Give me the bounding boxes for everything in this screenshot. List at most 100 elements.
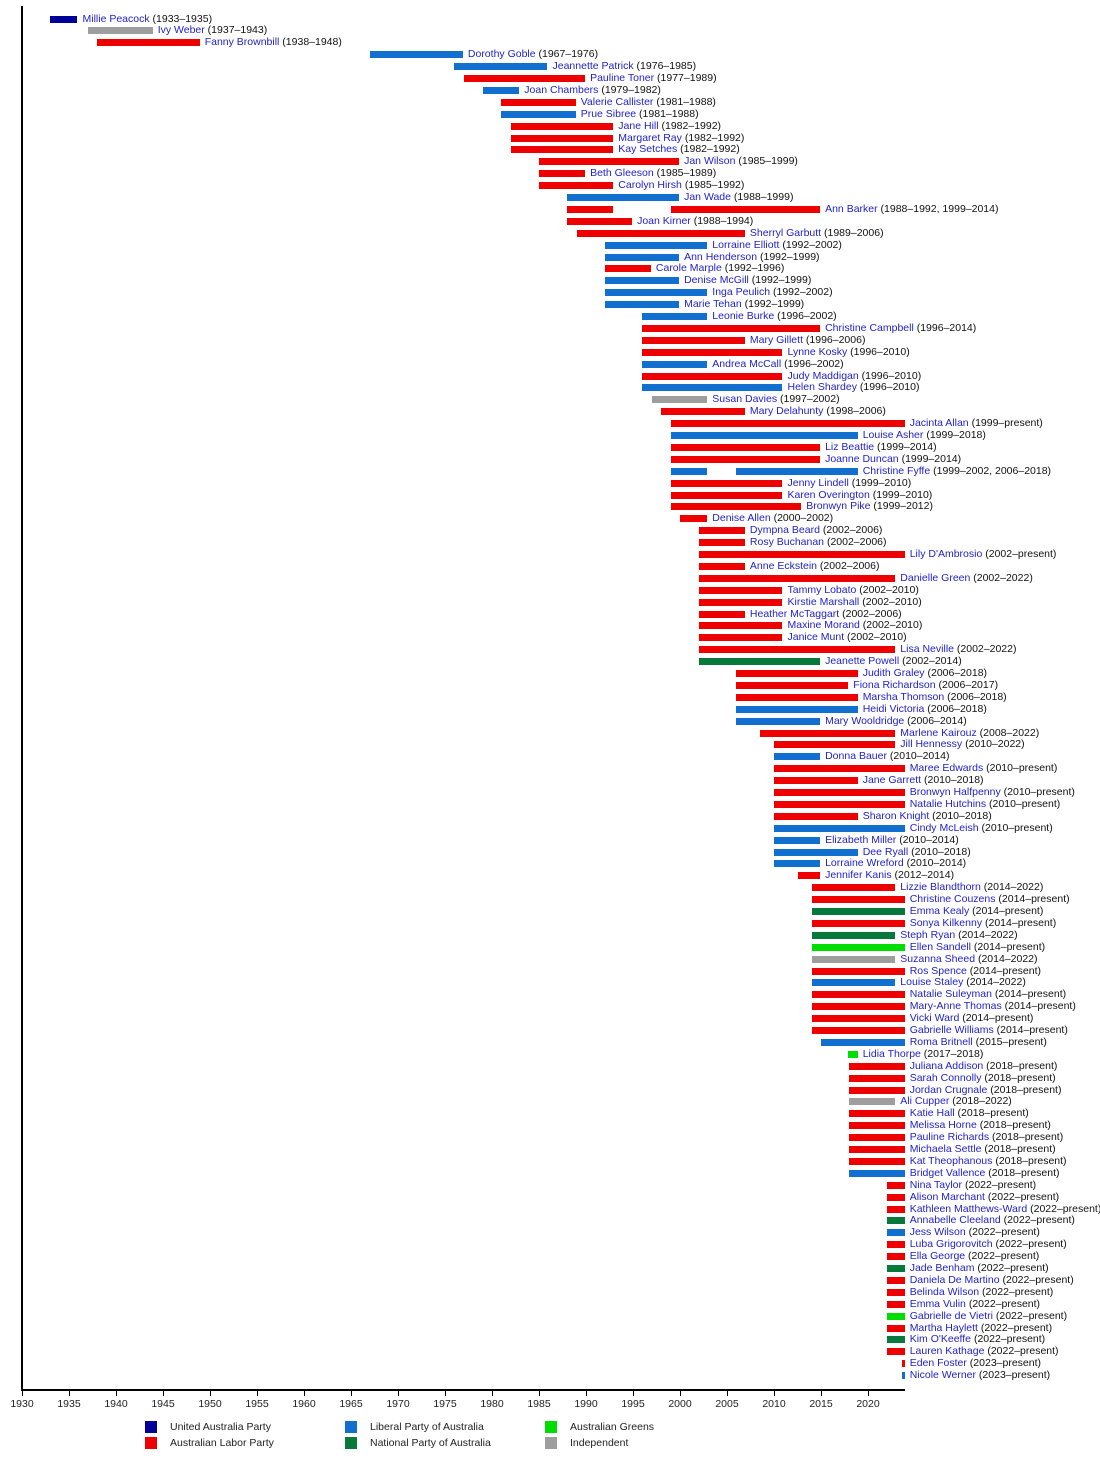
member-link[interactable]: Tammy Lobato — [787, 583, 857, 596]
member-link[interactable]: Jenny Lindell — [787, 476, 849, 489]
member-link[interactable]: Valerie Callister — [580, 95, 654, 108]
member-link[interactable]: Jeanette Powell — [825, 655, 900, 668]
member-link[interactable]: Sharon Knight — [862, 809, 930, 822]
member-link[interactable]: Michaela Settle — [909, 1143, 982, 1155]
member-link[interactable]: Kay Setches — [618, 143, 678, 156]
member-link[interactable]: Lorraine Wreford — [825, 857, 904, 870]
member-link[interactable]: Marlene Kairouz — [900, 726, 977, 739]
member-link[interactable]: Katie Hall — [909, 1107, 955, 1120]
member-link[interactable]: Jade Benham — [909, 1262, 975, 1274]
member-link[interactable]: Ros Spence — [909, 964, 967, 977]
member-link[interactable]: Jennifer Kanis — [825, 869, 892, 882]
member-link[interactable]: Jane Hill — [618, 119, 659, 132]
member-link[interactable]: Heather McTaggart — [749, 607, 840, 620]
member-link[interactable]: Belinda Wilson — [909, 1285, 980, 1298]
member-link[interactable]: Joan Chambers — [524, 83, 599, 96]
member-link[interactable]: Bridget Vallence — [909, 1166, 986, 1179]
member-link[interactable]: Mary Delahunty — [749, 405, 824, 418]
member-link[interactable]: Beth Gleeson — [590, 167, 654, 180]
member-link[interactable]: Lily D'Ambrosio — [909, 548, 983, 560]
member-link[interactable]: Kirstie Marshall — [787, 595, 860, 608]
member-link[interactable]: Anne Eckstein — [749, 559, 818, 572]
member-link[interactable]: Helen Shardey — [787, 381, 857, 394]
member-link[interactable]: Emma Vulin — [909, 1297, 966, 1310]
member-link[interactable]: Maxine Morand — [787, 619, 860, 632]
member-link[interactable]: Sarah Connolly — [909, 1071, 982, 1084]
member-link[interactable]: Bronwyn Halfpenny — [909, 786, 1001, 798]
member-link[interactable]: Maree Edwards — [909, 762, 984, 775]
member-link[interactable]: Lynne Kosky — [787, 345, 848, 358]
member-link[interactable]: Judith Graley — [862, 667, 925, 679]
member-link[interactable]: Carolyn Hirsh — [618, 179, 682, 192]
member-link[interactable]: Fiona Richardson — [853, 678, 936, 691]
member-link[interactable]: Christine Campbell — [825, 321, 914, 334]
member-link[interactable]: Annabelle Cleeland — [909, 1214, 1001, 1227]
member-link[interactable]: Kat Theophanous — [909, 1154, 993, 1167]
member-link[interactable]: Dorothy Goble — [467, 48, 536, 61]
member-link[interactable]: Melissa Horne — [909, 1119, 977, 1132]
member-link[interactable]: Ali Cupper — [900, 1095, 950, 1108]
member-link[interactable]: Carole Marple — [655, 262, 722, 275]
member-link[interactable]: Gabrielle de Vietri — [909, 1309, 993, 1322]
member-link[interactable]: Louise Asher — [862, 429, 924, 441]
member-link[interactable]: Janice Munt — [787, 631, 845, 644]
member-link[interactable]: Alison Marchant — [909, 1190, 985, 1203]
member-link[interactable]: Ann Henderson — [684, 250, 758, 263]
member-link[interactable]: Dympna Beard — [749, 524, 820, 537]
member-link[interactable]: Kim O'Keeffe — [909, 1333, 972, 1346]
member-link[interactable]: Rosy Buchanan — [749, 536, 825, 549]
member-link[interactable]: Natalie Hutchins — [909, 797, 987, 810]
member-link[interactable]: Vicki Ward — [909, 1012, 960, 1025]
member-link[interactable]: Jan Wade — [684, 191, 731, 203]
member-link[interactable]: Daniela De Martino — [909, 1273, 1000, 1286]
member-link[interactable]: Ivy Weber — [157, 24, 205, 37]
member-link[interactable]: Dee Ryall — [862, 845, 909, 858]
member-link[interactable]: Luba Grigorovitch — [909, 1238, 993, 1251]
member-link[interactable]: Roma Britnell — [909, 1035, 973, 1048]
member-link[interactable]: Danielle Green — [900, 571, 971, 584]
member-link[interactable]: Pauline Toner — [590, 72, 655, 84]
member-link[interactable]: Marsha Thomson — [862, 690, 945, 703]
member-link[interactable]: Liz Beattie — [825, 440, 875, 453]
member-link[interactable]: Lauren Kathage — [909, 1345, 985, 1358]
member-link[interactable]: Margaret Ray — [618, 131, 682, 144]
member-link[interactable]: Fanny Brownbill — [204, 36, 280, 49]
member-link[interactable]: Steph Ryan — [900, 928, 956, 941]
member-link[interactable]: Christine Fyffe — [862, 464, 931, 477]
member-link[interactable]: Inga Peulich — [712, 286, 771, 299]
member-link[interactable]: Lizzie Blandthorn — [900, 881, 981, 894]
member-link[interactable]: Pauline Richards — [909, 1131, 990, 1144]
member-link[interactable]: Nina Taylor — [909, 1178, 963, 1191]
member-link[interactable]: Gabrielle Williams — [909, 1024, 994, 1036]
member-link[interactable]: Emma Kealy — [909, 905, 970, 917]
member-link[interactable]: Millie Peacock — [82, 12, 150, 25]
member-link[interactable]: Lisa Neville — [900, 643, 954, 656]
member-link[interactable]: Prue Sibree — [580, 107, 637, 120]
member-link[interactable]: Joanne Duncan — [825, 452, 899, 465]
member-link[interactable]: Karen Overington — [787, 488, 870, 501]
member-link[interactable]: Sherryl Garbutt — [749, 226, 822, 239]
member-link[interactable]: Martha Haylett — [909, 1321, 978, 1334]
member-link[interactable]: Joan Kirner — [637, 214, 691, 227]
member-link[interactable]: Jeannette Patrick — [552, 60, 634, 73]
member-link[interactable]: Lidia Thorpe — [862, 1047, 921, 1060]
member-link[interactable]: Jill Hennessy — [900, 738, 963, 751]
member-link[interactable]: Denise Allen — [712, 512, 771, 525]
member-link[interactable]: Judy Maddigan — [787, 369, 859, 382]
member-link[interactable]: Christine Couzens — [909, 893, 996, 906]
member-link[interactable]: Jess Wilson — [909, 1226, 966, 1239]
member-link[interactable]: Louise Staley — [900, 976, 964, 989]
member-link[interactable]: Ella George — [909, 1250, 966, 1263]
member-link[interactable]: Juliana Addison — [909, 1059, 984, 1072]
member-link[interactable]: Leonie Burke — [712, 310, 775, 322]
member-link[interactable]: Natalie Suleyman — [909, 988, 992, 1001]
member-link[interactable]: Eden Foster — [909, 1357, 967, 1370]
member-link[interactable]: Bronwyn Pike — [806, 500, 871, 513]
member-link[interactable]: Sonya Kilkenny — [909, 916, 983, 929]
member-link[interactable]: Mary Wooldridge — [825, 714, 905, 727]
member-link[interactable]: Marie Tehan — [684, 298, 742, 311]
member-link[interactable]: Heidi Victoria — [862, 702, 925, 715]
member-link[interactable]: Jane Garrett — [862, 774, 922, 787]
member-link[interactable]: Susan Davies — [712, 393, 778, 406]
member-link[interactable]: Mary-Anne Thomas — [909, 1000, 1002, 1013]
